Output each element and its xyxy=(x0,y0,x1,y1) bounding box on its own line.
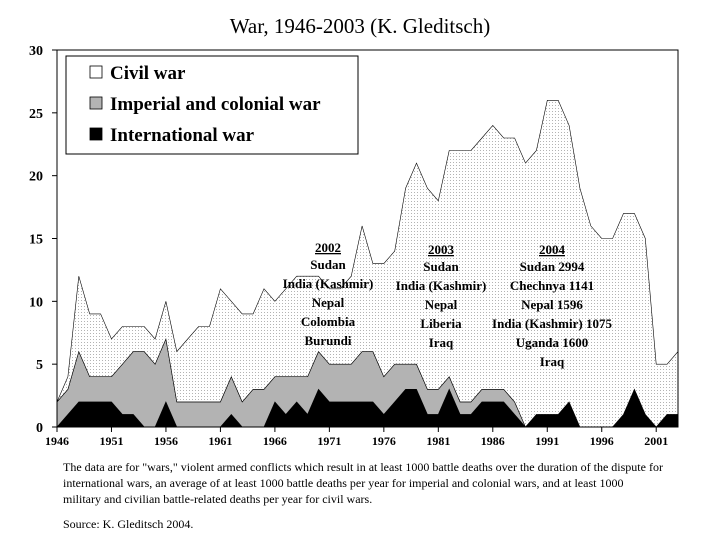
annotation-line: Iraq xyxy=(540,354,565,369)
annotation-line: Liberia xyxy=(420,316,462,331)
caption: The data are for "wars," violent armed c… xyxy=(63,460,663,506)
annotation-line: Nepal 1596 xyxy=(521,297,583,312)
x-tick-label: 2001 xyxy=(644,434,668,448)
x-tick-label: 1956 xyxy=(154,434,178,448)
x-tick-label: 1991 xyxy=(535,434,559,448)
annotation-year: 2003 xyxy=(428,242,455,257)
axes: 0 5 10 15 20 25 30 1946 1951 1956 1961 1966 1971 1976… xyxy=(29,44,679,448)
y-tick-label: 0 xyxy=(36,421,43,436)
legend-label: Civil war xyxy=(110,63,186,84)
annotation-line: Burundi xyxy=(305,333,352,348)
x-tick-label: 1971 xyxy=(317,434,341,448)
annotation-line: Sudan xyxy=(310,257,346,272)
y-tick-label: 5 xyxy=(36,358,43,373)
annotation-line: Colombia xyxy=(301,314,356,329)
annotation-line: India (Kashmir) xyxy=(283,276,374,291)
chart-title: War, 1946-2003 (K. Gleditsch) xyxy=(229,14,491,38)
annotations: 2002 Sudan India (Kashmir) Nepal Colombia Bur… xyxy=(283,240,613,369)
legend: Civil war Imperial and colonial war Intern… xyxy=(65,55,359,155)
series-areas xyxy=(56,100,679,428)
y-tick-label: 20 xyxy=(29,170,43,185)
annotation-line: India (Kashmir) 1075 xyxy=(492,316,612,331)
annotation-line: Uganda 1600 xyxy=(516,335,589,350)
y-tick-label: 25 xyxy=(29,107,43,122)
civil-war-dot-fill xyxy=(57,100,678,428)
x-tick-label: 1986 xyxy=(481,434,505,448)
legend-label: International war xyxy=(110,125,255,146)
legend-swatch xyxy=(89,127,103,141)
x-tick-label: 1976 xyxy=(372,434,396,448)
annotation-year: 2002 xyxy=(315,240,341,255)
annotation-year: 2004 xyxy=(539,242,566,257)
legend-box xyxy=(65,55,359,155)
x-tick-label: 1996 xyxy=(590,434,614,448)
annotation-line: Nepal xyxy=(312,295,345,310)
x-tick-label: 1966 xyxy=(263,434,287,448)
x-tick-label: 1946 xyxy=(45,434,69,448)
legend-label: Imperial and colonial war xyxy=(110,94,321,115)
annotation-line: Nepal xyxy=(425,297,458,312)
legend-swatch xyxy=(89,65,103,79)
x-tick-label: 1961 xyxy=(208,434,232,448)
legend-swatch xyxy=(89,96,103,110)
y-tick-label: 30 xyxy=(29,44,43,59)
x-tick-label: 1981 xyxy=(426,434,450,448)
source-note: Source: K. Gleditsch 2004. xyxy=(63,517,194,531)
annotation-line: Sudan 2994 xyxy=(520,259,585,274)
y-tick-label: 15 xyxy=(29,233,43,248)
annotation-line: Iraq xyxy=(429,335,454,350)
y-tick-label: 10 xyxy=(29,295,43,310)
x-tick-label: 1951 xyxy=(99,434,123,448)
annotation-line: Chechnya 1141 xyxy=(510,278,594,293)
annotation-line: Sudan xyxy=(423,259,459,274)
annotation-line: India (Kashmir) xyxy=(396,278,487,293)
